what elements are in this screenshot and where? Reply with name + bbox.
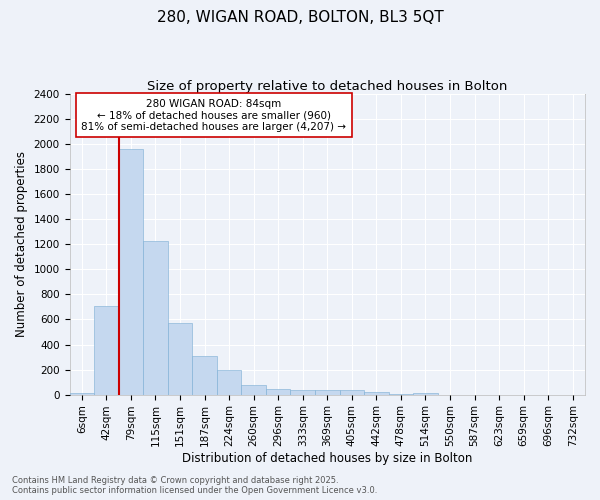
Bar [70,392,94,394]
Bar [192,356,217,395]
Y-axis label: Number of detached properties: Number of detached properties [15,152,28,338]
Bar [94,306,119,394]
Title: Size of property relative to detached houses in Bolton: Size of property relative to detached ho… [147,80,508,93]
X-axis label: Distribution of detached houses by size in Bolton: Distribution of detached houses by size … [182,452,472,465]
Text: 280, WIGAN ROAD, BOLTON, BL3 5QT: 280, WIGAN ROAD, BOLTON, BL3 5QT [157,10,443,25]
Bar [364,392,389,394]
Bar [340,390,364,394]
Bar [290,390,315,394]
Text: 280 WIGAN ROAD: 84sqm
← 18% of detached houses are smaller (960)
81% of semi-det: 280 WIGAN ROAD: 84sqm ← 18% of detached … [82,98,346,132]
Bar [143,240,168,394]
Bar [266,389,290,394]
Bar [413,392,438,394]
Text: Contains HM Land Registry data © Crown copyright and database right 2025.
Contai: Contains HM Land Registry data © Crown c… [12,476,377,495]
Bar [217,370,241,394]
Bar [315,390,340,394]
Bar [168,323,192,394]
Bar [241,384,266,394]
Bar [119,149,143,394]
